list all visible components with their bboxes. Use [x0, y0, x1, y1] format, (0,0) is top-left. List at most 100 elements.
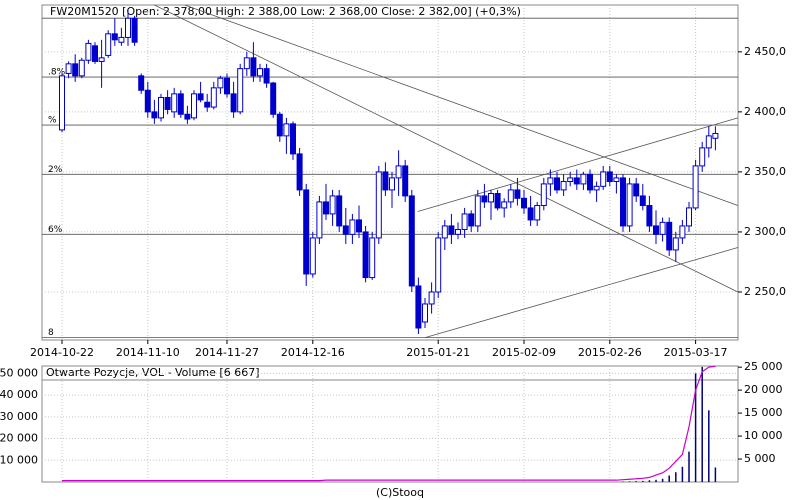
candle-body — [527, 207, 534, 221]
candle-body — [356, 219, 362, 233]
y2-tick-label: 15 000 — [744, 406, 783, 419]
candle-body — [507, 189, 514, 203]
candle-body — [474, 195, 481, 227]
y-tick-label: 40 000 — [0, 388, 38, 401]
y2-tick-label: 5 000 — [744, 452, 776, 465]
candle-body — [171, 93, 178, 113]
candle-body — [197, 93, 204, 101]
trendlines — [154, 5, 738, 338]
candle-body — [369, 237, 376, 279]
candle-body — [210, 87, 217, 108]
candle-body — [78, 59, 85, 77]
candle-body — [224, 77, 230, 95]
level-label: 8 — [48, 328, 54, 338]
level-label: 2% — [48, 165, 63, 175]
candle-body — [699, 147, 706, 167]
candle-body — [375, 171, 382, 239]
candle-body — [92, 45, 98, 62]
candle-body — [653, 225, 659, 235]
candle-body — [626, 183, 633, 227]
candle-body — [125, 17, 131, 38]
candle-body — [263, 68, 270, 84]
x-tick-label: 2014-12-16 — [281, 346, 345, 359]
candle-body — [481, 195, 488, 203]
y-tick-label: 2 300,0 — [744, 225, 786, 238]
x-tick-label: 2014-11-10 — [116, 346, 180, 359]
candle-body — [593, 185, 600, 191]
candle-body — [540, 183, 547, 207]
candle-body — [309, 237, 316, 275]
candle-body — [243, 57, 250, 70]
candle-body — [290, 123, 296, 155]
candle-body — [177, 93, 184, 115]
candle-body — [692, 165, 699, 209]
candle-body — [395, 165, 402, 179]
candle-body — [488, 193, 494, 203]
trendline — [154, 5, 738, 293]
candle-body — [85, 42, 92, 61]
candle-body — [468, 213, 475, 227]
candle-body — [441, 225, 448, 239]
candle-body — [329, 195, 336, 215]
candle-body — [501, 201, 508, 209]
candle-body — [65, 63, 72, 74]
candle-body — [184, 113, 191, 120]
candle-body — [118, 36, 125, 43]
candle-body — [382, 171, 389, 191]
level-label: % — [48, 116, 57, 126]
candle-body — [422, 303, 428, 323]
x-tick-label: 2015-02-26 — [578, 346, 642, 359]
x-tick-label: 2014-11-27 — [195, 346, 259, 359]
candle-body — [72, 63, 79, 77]
candle-body — [435, 237, 442, 293]
y2-tick-label: 25 000 — [744, 360, 783, 373]
candle-body — [666, 221, 673, 251]
y-tick-label: 2 350,0 — [744, 165, 786, 178]
candle-body — [646, 205, 653, 227]
candle-body — [600, 171, 607, 187]
y-tick-label: 30 000 — [0, 410, 38, 423]
candle-body — [59, 75, 65, 131]
chart-title: FW20M1520 [Open: 2 378,00 High: 2 388,00… — [50, 5, 521, 18]
open-interest-line — [62, 365, 716, 482]
y-tick-label: 2 250,0 — [744, 285, 786, 298]
candle-body — [230, 93, 237, 113]
candle-body — [217, 77, 224, 89]
candle-body — [237, 68, 244, 113]
y2-tick-label: 20 000 — [744, 383, 783, 396]
candle-body — [514, 189, 521, 199]
trendline — [184, 5, 738, 206]
price-panel — [41, 4, 739, 341]
candle-body — [620, 177, 626, 227]
candle-body — [415, 285, 422, 329]
candle-body — [633, 183, 640, 197]
candle-body — [580, 173, 587, 185]
candle-body — [613, 177, 620, 183]
y-tick-label: 2 450,0 — [744, 45, 786, 58]
y2-tick-label: 10 000 — [744, 429, 783, 442]
candle-body — [257, 68, 263, 77]
candle-body — [276, 113, 283, 137]
trendline — [417, 117, 738, 212]
candle-body — [138, 75, 145, 91]
candle-body — [151, 111, 158, 119]
candle-body — [494, 193, 501, 209]
candle-body — [111, 33, 118, 41]
candle-body — [686, 207, 692, 227]
candle-body — [521, 197, 527, 209]
candle-body — [283, 123, 290, 137]
candle-body — [448, 225, 455, 235]
candle-body — [554, 177, 560, 191]
candle-body — [679, 225, 686, 239]
candle-body — [659, 221, 666, 235]
candle-body — [144, 89, 151, 113]
candle-body — [639, 195, 646, 207]
candle-body — [250, 57, 257, 77]
y-tick-label: 20 000 — [0, 432, 38, 445]
trendline — [424, 247, 738, 338]
candle-body — [455, 229, 461, 235]
candle-body — [349, 219, 356, 235]
candle-body — [131, 17, 138, 43]
